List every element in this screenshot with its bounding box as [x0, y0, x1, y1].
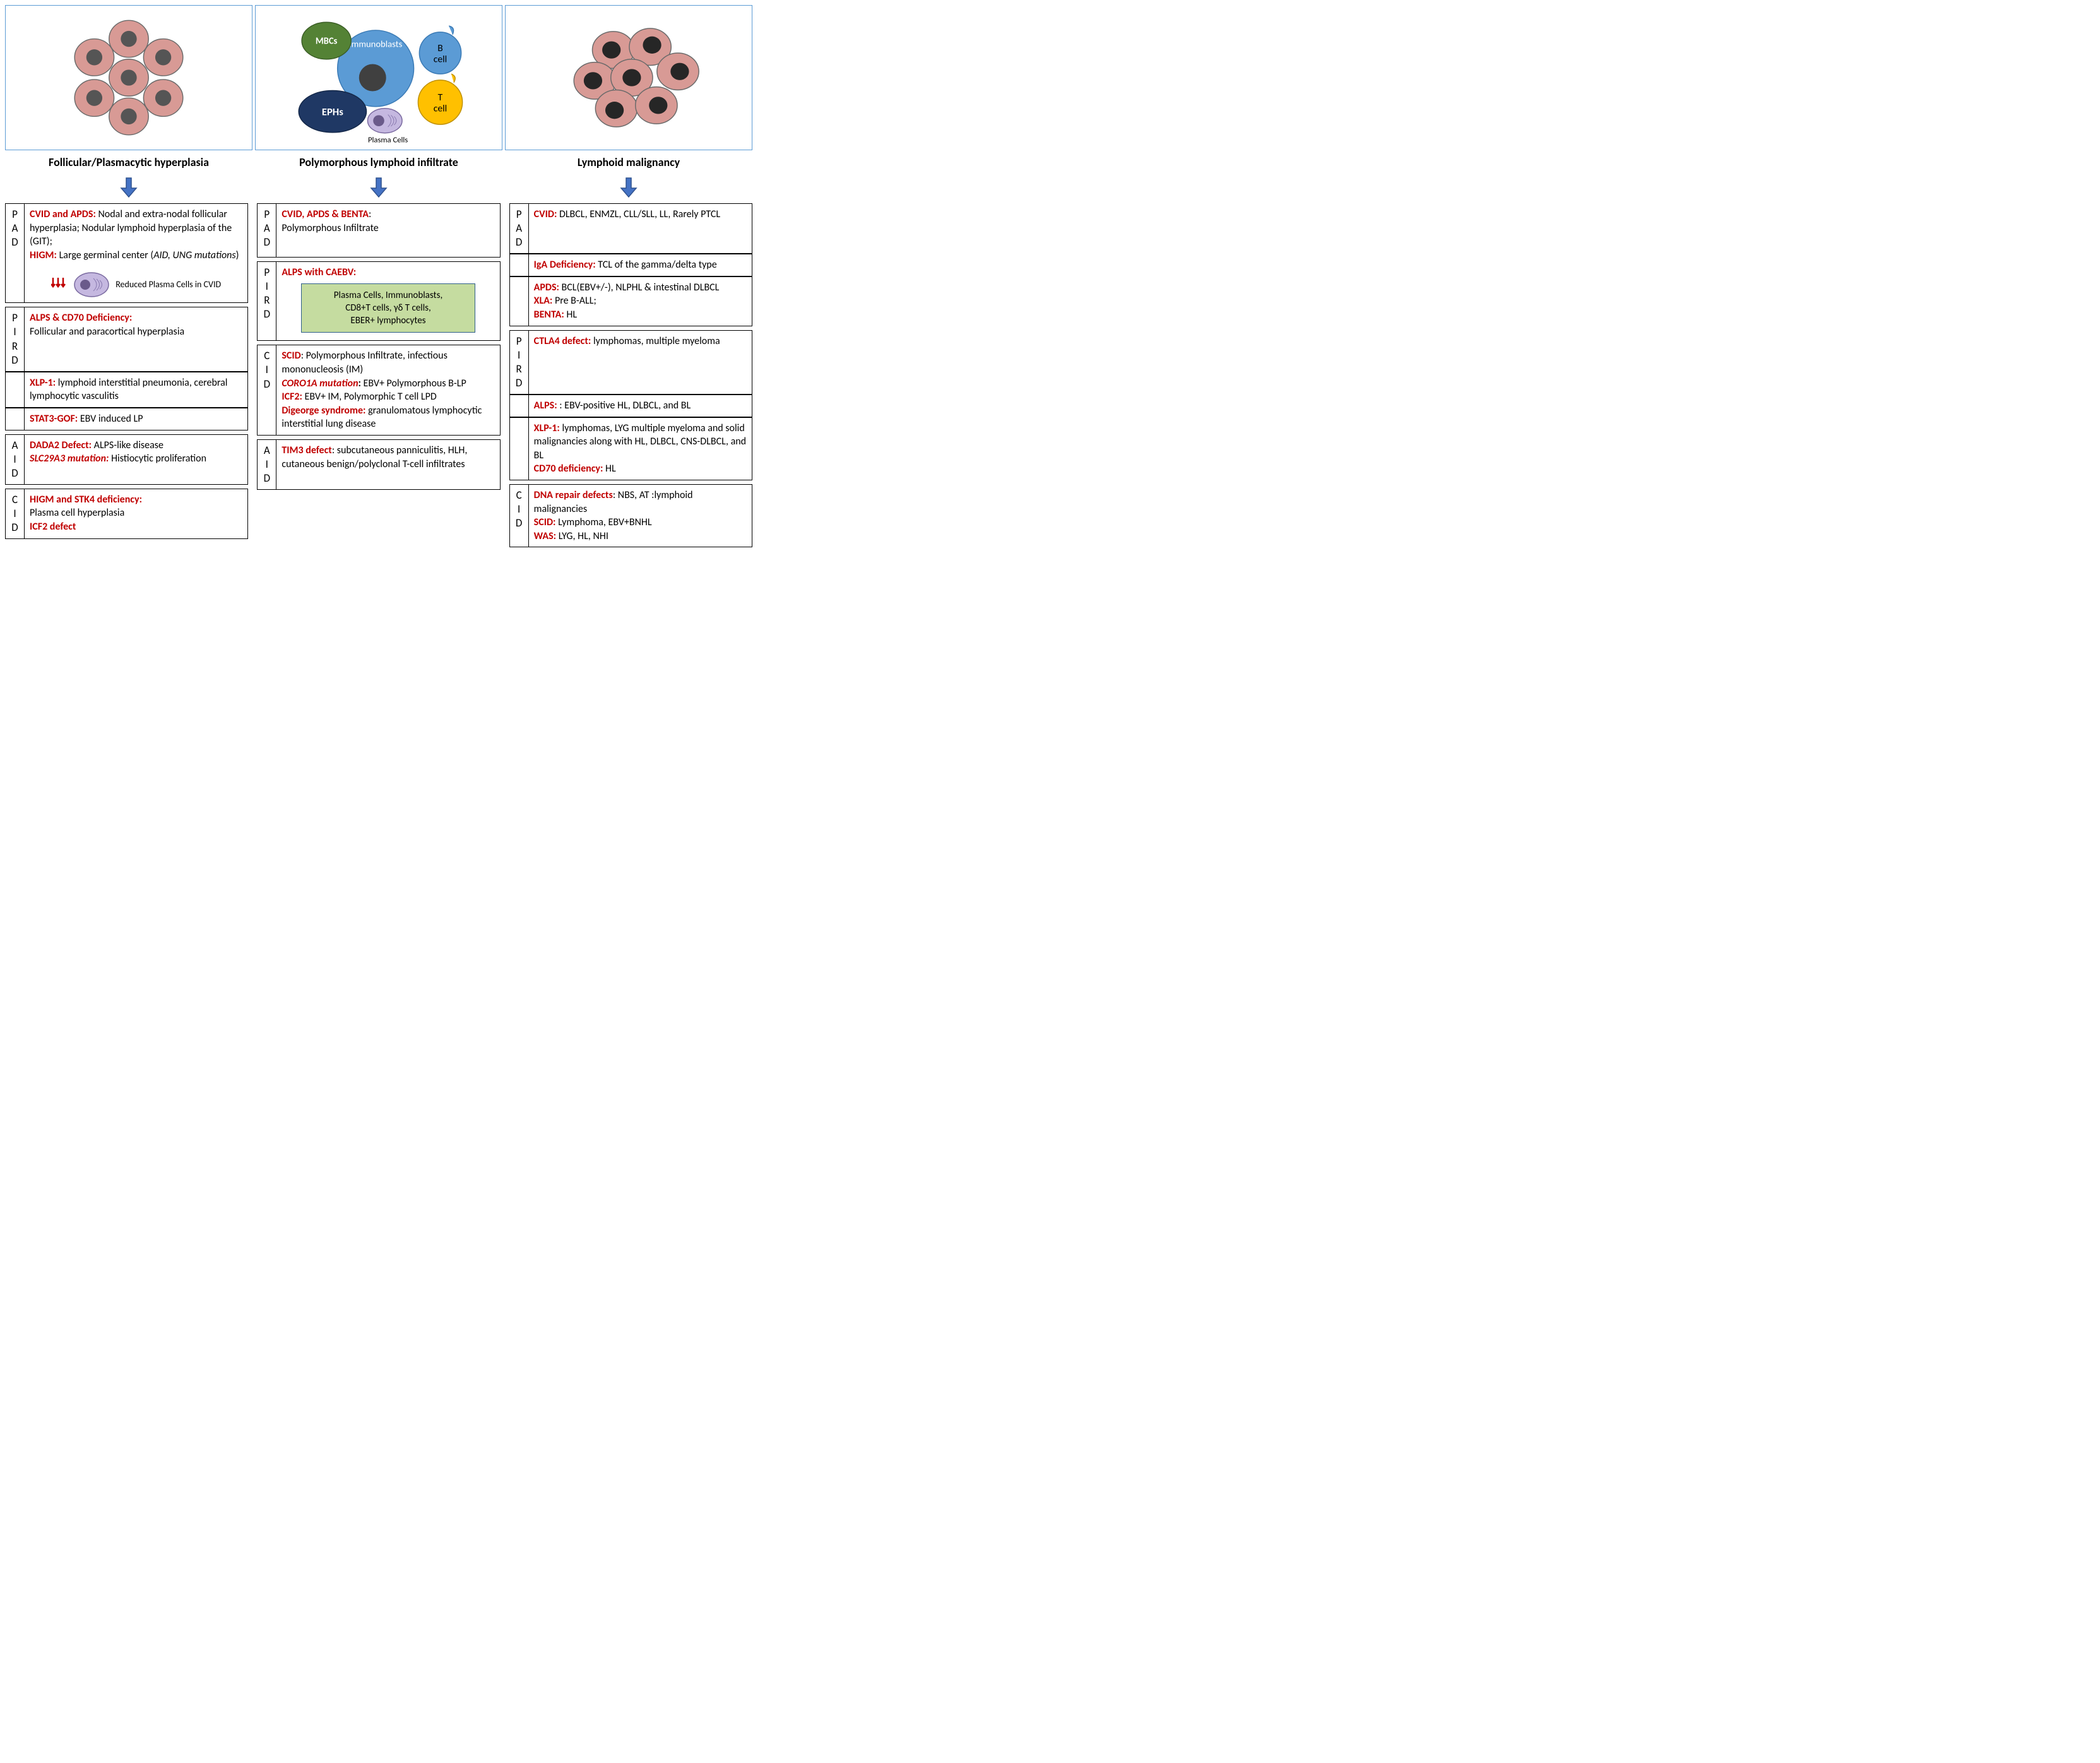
- left-pird-block1: PIRD ALPS & CD70 Deficiency: Follicular …: [5, 307, 248, 371]
- mixed-cell-diagram: Immunoblasts MBCs B cell T cell EPHs Pla…: [256, 6, 502, 150]
- cat-pird: PIRD: [258, 262, 276, 340]
- left-aid-block: AID DADA2 Defect: ALPS-like disease SLC2…: [5, 434, 248, 485]
- cat-pird: PIRD: [6, 307, 25, 371]
- label-plasma: Plasma Cells: [368, 135, 408, 145]
- title-row: Follicular/Plasmacytic hyperplasia Polym…: [5, 153, 752, 172]
- right-pird-block2: ALPS: : EBV-positive HL, DLBCL, and BL: [509, 395, 752, 417]
- mid-aid-block: AID TIM3 defect: subcutaneous panniculit…: [257, 439, 500, 490]
- right-pird-block3: XLP-1: lymphomas, LYG multiple myeloma a…: [509, 417, 752, 480]
- uniform-cell-cluster: [6, 6, 252, 150]
- arrow-row: [5, 177, 752, 198]
- left-pird-block3: STAT3-GOF: EBV induced LP: [5, 408, 248, 430]
- title-middle: Polymorphous lymphoid infiltrate: [255, 153, 502, 172]
- label-bcell: B: [437, 42, 442, 54]
- alps-caebv-inset: Plasma Cells, Immunoblasts, CD8+T cells,…: [301, 283, 476, 333]
- reduced-plasma-note: Reduced Plasma Cells in CVID: [30, 271, 242, 299]
- panel-malignancy: [505, 5, 752, 150]
- arrow-down-icon: [619, 177, 638, 198]
- cat-pad: PAD: [510, 204, 529, 253]
- left-pad-content: CVID and APDS: Nodal and extra-nodal fol…: [25, 204, 247, 302]
- label-tcell: T: [438, 92, 443, 104]
- label-immunoblasts: Immunoblasts: [349, 38, 403, 49]
- irregular-cell-cluster: [506, 6, 752, 150]
- svg-text:cell: cell: [434, 103, 448, 115]
- right-pad-block3: APDS: BCL(EBV+/-), NLPHL & intestinal DL…: [509, 276, 752, 326]
- title-right: Lymphoid malignancy: [505, 153, 752, 172]
- left-cid-block: CID HIGM and STK4 deficiency: Plasma cel…: [5, 489, 248, 539]
- red-down-arrows-icon: [51, 275, 68, 294]
- arrow-down-icon: [369, 177, 388, 198]
- column-left: PAD CVID and APDS: Nodal and extra-nodal…: [5, 203, 248, 539]
- mid-pird-block: PIRD ALPS with CAEBV: Plasma Cells, Immu…: [257, 261, 500, 341]
- right-pad-block1: PAD CVID: DLBCL, ENMZL, CLL/SLL, LL, Rar…: [509, 203, 752, 254]
- left-pird-block2: XLP-1: lymphoid interstitial pneumonia, …: [5, 372, 248, 408]
- svg-text:cell: cell: [434, 54, 448, 66]
- right-pad-block2: IgA Deficiency: TCL of the gamma/delta t…: [509, 254, 752, 276]
- right-pird-block1: PIRD CTLA4 defect: lymphomas, multiple m…: [509, 330, 752, 395]
- top-diagram-row: Immunoblasts MBCs B cell T cell EPHs Pla…: [5, 5, 752, 150]
- arrow-down-icon: [119, 177, 138, 198]
- cat-pird: PIRD: [510, 331, 529, 394]
- cat-cid: CID: [510, 485, 529, 547]
- panel-follicular: [5, 5, 252, 150]
- label-mbcs: MBCs: [316, 35, 338, 46]
- title-left: Follicular/Plasmacytic hyperplasia: [5, 153, 252, 172]
- cat-pad: PAD: [6, 204, 25, 302]
- main-columns: PAD CVID and APDS: Nodal and extra-nodal…: [5, 203, 752, 547]
- cat-cid: CID: [6, 489, 25, 538]
- column-middle: PAD CVID, APDS & BENTA: Polymorphous Inf…: [257, 203, 500, 490]
- mid-cid-block: CID SCID: Polymorphous Infiltrate, infec…: [257, 345, 500, 436]
- mid-pad-block: PAD CVID, APDS & BENTA: Polymorphous Inf…: [257, 203, 500, 258]
- left-pad-block: PAD CVID and APDS: Nodal and extra-nodal…: [5, 203, 248, 303]
- column-right: PAD CVID: DLBCL, ENMZL, CLL/SLL, LL, Rar…: [509, 203, 752, 547]
- cat-pad: PAD: [258, 204, 276, 257]
- label-ephs: EPHs: [322, 105, 343, 118]
- cat-aid: AID: [258, 440, 276, 489]
- cat-aid: AID: [6, 435, 25, 484]
- cat-cid: CID: [258, 345, 276, 435]
- plasma-cell-icon: [73, 271, 110, 299]
- right-cid-block: CID DNA repair defects: NBS, AT :lymphoi…: [509, 484, 752, 547]
- panel-polymorphous: Immunoblasts MBCs B cell T cell EPHs Pla…: [255, 5, 502, 150]
